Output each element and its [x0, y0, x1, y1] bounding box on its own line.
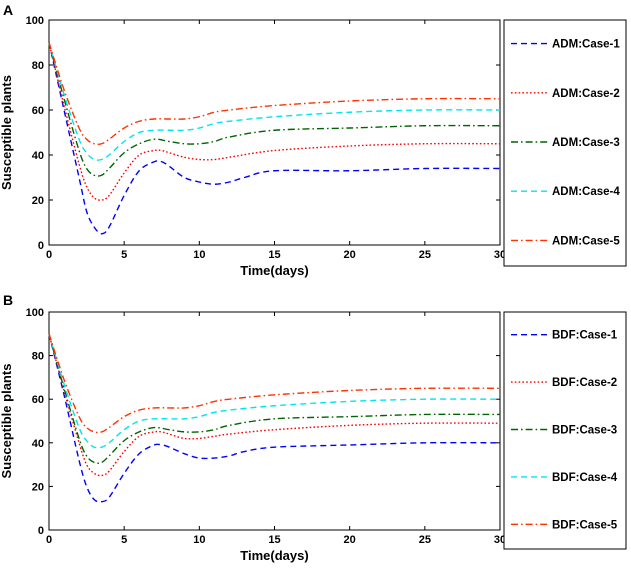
legend-label-4: BDF:Case-4 [552, 472, 618, 484]
y-tick-label: 100 [26, 15, 44, 27]
legend-label-5: ADM:Case-5 [552, 235, 620, 247]
y-tick-label: 0 [38, 525, 44, 537]
x-tick-label: 20 [344, 249, 356, 261]
legend-box [503, 311, 627, 550]
y-tick-label: 40 [32, 438, 44, 450]
y-axis-title: Susceptible plants [0, 75, 14, 190]
series-line-5 [48, 333, 501, 434]
x-axis-title: Time(days) [240, 548, 308, 563]
y-tick-label: 20 [32, 481, 44, 493]
series-line-3 [48, 42, 501, 177]
y-axis-title: Susceptible plants [0, 364, 14, 479]
y-tick-label: 60 [32, 105, 44, 117]
x-tick-label: 25 [419, 249, 431, 261]
x-tick-label: 5 [121, 534, 127, 546]
legend-box [503, 19, 627, 267]
series-line-3 [48, 333, 501, 464]
x-tick-label: 15 [268, 534, 280, 546]
series-line-4 [48, 333, 501, 449]
x-tick-label: 30 [494, 534, 506, 546]
y-tick-label: 80 [32, 351, 44, 363]
y-tick-label: 100 [26, 307, 44, 319]
x-axis-title: Time(days) [240, 263, 308, 278]
series-line-2 [48, 333, 501, 477]
y-tick-label: 0 [38, 240, 44, 252]
series-line-1 [48, 333, 501, 503]
y-tick-label: 20 [32, 195, 44, 207]
legend-label-3: BDF:Case-3 [552, 425, 617, 437]
legend-label-1: BDF:Case-1 [552, 330, 618, 342]
x-tick-label: 20 [344, 534, 356, 546]
series-line-1 [48, 42, 501, 235]
plot-area [48, 311, 501, 531]
series-line-2 [48, 42, 501, 201]
panel-label: B [3, 292, 13, 308]
x-tick-label: 30 [494, 249, 506, 261]
x-tick-label: 0 [46, 249, 52, 261]
legend-label-2: BDF:Case-2 [552, 377, 617, 389]
legend-label-2: ADM:Case-2 [552, 88, 620, 100]
x-tick-label: 5 [121, 249, 127, 261]
y-tick-label: 80 [32, 60, 44, 72]
x-tick-label: 0 [46, 534, 52, 546]
series-line-5 [48, 42, 501, 146]
legend-label-4: ADM:Case-4 [552, 186, 620, 198]
x-tick-label: 10 [193, 249, 205, 261]
x-tick-label: 25 [419, 534, 431, 546]
legend-label-1: ADM:Case-1 [552, 39, 620, 51]
panel-label: A [3, 2, 13, 18]
legend-label-5: BDF:Case-5 [552, 519, 618, 531]
x-tick-label: 10 [193, 534, 205, 546]
y-tick-label: 60 [32, 394, 44, 406]
x-tick-label: 15 [268, 249, 280, 261]
y-tick-label: 40 [32, 150, 44, 162]
legend-label-3: ADM:Case-3 [552, 137, 620, 149]
plot-area [48, 19, 501, 246]
